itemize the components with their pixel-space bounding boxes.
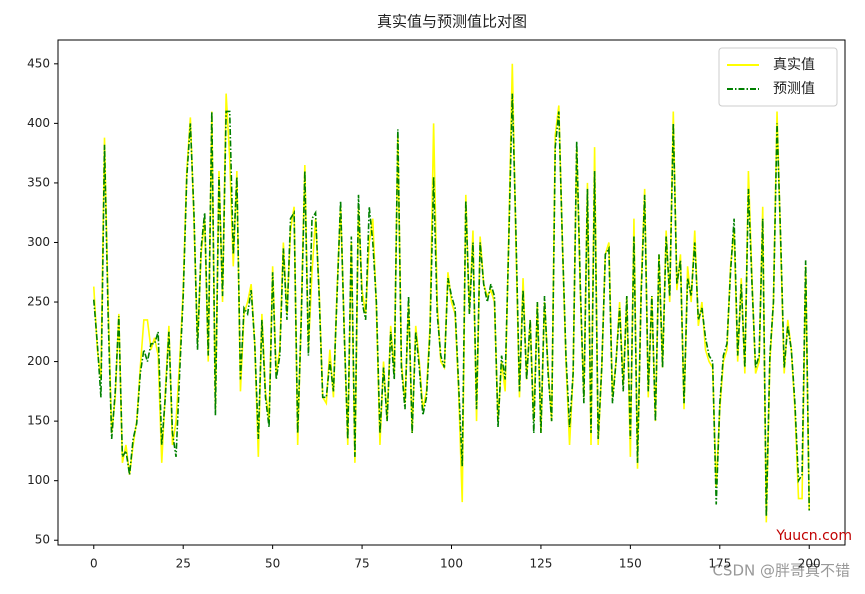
y-tick-label: 250 — [27, 295, 50, 309]
x-tick-label: 150 — [619, 557, 642, 571]
series-line — [92, 93, 811, 517]
y-tick-label: 300 — [27, 235, 50, 249]
x-tick-label: 200 — [798, 557, 821, 571]
legend-label: 预测值 — [773, 81, 815, 97]
legend-label: 真实值 — [773, 57, 815, 73]
x-tick-label: 0 — [90, 557, 98, 571]
y-tick-label: 350 — [27, 175, 50, 189]
x-tick-label: 50 — [265, 557, 280, 571]
y-tick-label: 450 — [27, 56, 50, 70]
x-tick-label: 125 — [529, 557, 552, 571]
y-tick-label: 200 — [27, 354, 50, 368]
watermark: CSDN @胖哥真不错 — [712, 562, 850, 580]
x-tick-label: 175 — [708, 557, 731, 571]
x-tick-label: 75 — [354, 557, 369, 571]
y-tick-label: 150 — [27, 414, 50, 428]
chart-title: 真实值与预测值比对图 — [377, 13, 527, 31]
y-tick-label: 400 — [27, 116, 50, 130]
watermark: Yuucn.com — [775, 528, 852, 544]
y-tick-label: 100 — [27, 473, 50, 487]
x-tick-label: 25 — [176, 557, 191, 571]
x-tick-label: 100 — [440, 557, 463, 571]
y-tick-label: 50 — [35, 533, 50, 547]
legend-box — [718, 47, 838, 107]
